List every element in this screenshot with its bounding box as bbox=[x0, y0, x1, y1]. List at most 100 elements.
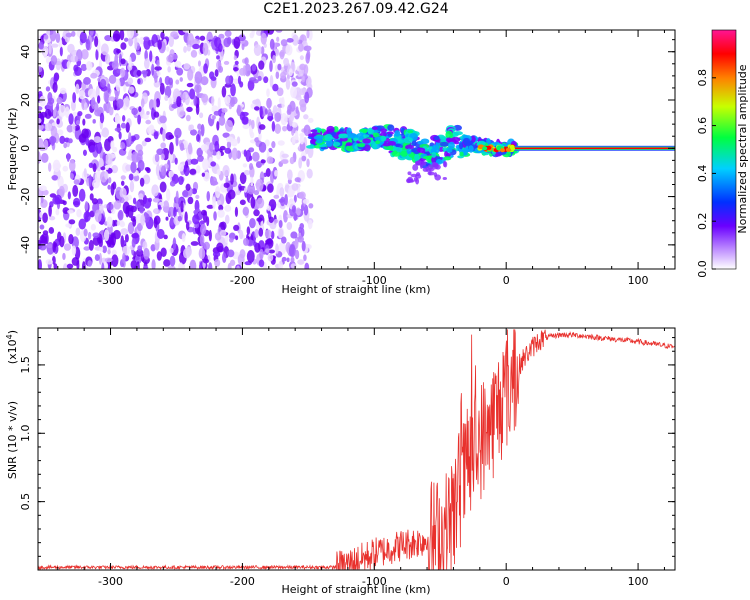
spectrogram-xtick-label: 0 bbox=[503, 274, 510, 287]
heatmap-cell bbox=[182, 248, 191, 259]
heatmap-cell bbox=[187, 33, 194, 47]
heatmap-cell bbox=[297, 259, 305, 265]
heatmap-cell bbox=[258, 60, 265, 70]
heatmap-cell bbox=[59, 87, 67, 95]
spectrogram-x-label: Height of straight line (km) bbox=[281, 283, 430, 296]
heatmap-cell bbox=[252, 151, 260, 162]
heatmap-cell bbox=[470, 135, 476, 143]
heatmap-cell bbox=[193, 209, 199, 215]
heatmap-cell bbox=[123, 37, 129, 42]
heatmap-cell bbox=[499, 148, 505, 153]
heatmap-cell bbox=[137, 114, 141, 125]
heatmap-cell bbox=[43, 139, 49, 151]
heatmap-cell bbox=[421, 161, 427, 166]
heatmap-cell bbox=[211, 95, 215, 107]
heatmap-cell bbox=[254, 228, 259, 239]
heatmap-cell bbox=[113, 200, 122, 210]
heatmap-cell bbox=[325, 139, 333, 147]
heatmap-cell bbox=[113, 229, 121, 240]
heatmap-cell bbox=[185, 114, 191, 122]
heatmap-cell bbox=[186, 44, 192, 52]
heatmap-cell bbox=[299, 135, 305, 145]
heatmap-cell bbox=[53, 73, 58, 85]
heatmap-cell bbox=[95, 49, 99, 61]
heatmap-cell bbox=[278, 228, 284, 239]
heatmap-cell bbox=[407, 130, 414, 134]
heatmap-cell bbox=[169, 216, 174, 226]
heatmap-cell bbox=[45, 259, 53, 265]
heatmap-cell bbox=[273, 194, 280, 199]
heatmap-cell bbox=[78, 218, 87, 230]
heatmap-cell bbox=[48, 42, 52, 55]
heatmap-cell bbox=[273, 218, 279, 224]
heatmap-cell bbox=[134, 254, 142, 265]
heatmap-cell bbox=[301, 155, 307, 162]
heatmap-cell bbox=[303, 204, 309, 216]
heatmap-cell bbox=[200, 144, 208, 152]
heatmap-cell bbox=[425, 166, 430, 172]
heatmap-cell bbox=[52, 255, 56, 265]
heatmap-cell bbox=[96, 95, 101, 104]
heatmap-cell bbox=[186, 106, 193, 113]
heatmap-cell bbox=[177, 163, 184, 172]
heatmap-cell bbox=[174, 157, 178, 165]
heatmap-cell bbox=[236, 265, 240, 269]
heatmap-cell bbox=[75, 227, 81, 236]
heatmap-cell bbox=[259, 248, 264, 260]
heatmap-cell bbox=[87, 260, 93, 267]
heatmap-cell bbox=[94, 36, 99, 48]
heatmap-cell bbox=[150, 244, 156, 252]
heatmap-cell bbox=[78, 90, 86, 100]
heatmap-cell bbox=[74, 66, 82, 76]
heatmap-cell bbox=[124, 196, 129, 203]
heatmap-cell bbox=[94, 209, 102, 223]
heatmap-cell bbox=[216, 242, 224, 253]
heatmap-cell bbox=[233, 224, 240, 231]
heatmap-cell bbox=[147, 197, 152, 203]
heatmap-cell bbox=[201, 93, 209, 103]
heatmap-cell bbox=[58, 185, 65, 198]
heatmap-cell bbox=[447, 141, 455, 150]
heatmap-cell bbox=[95, 140, 103, 154]
heatmap-cell bbox=[120, 228, 129, 236]
heatmap-cell bbox=[230, 97, 236, 108]
heatmap-cell bbox=[124, 233, 129, 243]
heatmap-cell bbox=[76, 208, 82, 218]
heatmap-cell bbox=[39, 224, 45, 230]
heatmap-cell bbox=[253, 209, 260, 217]
heatmap-cell bbox=[108, 176, 112, 184]
heatmap-cell bbox=[224, 83, 232, 88]
heatmap-cell bbox=[67, 191, 71, 200]
heatmap-cell bbox=[218, 204, 224, 211]
heatmap-cell bbox=[234, 206, 239, 218]
heatmap-cell bbox=[120, 122, 127, 129]
heatmap-cell bbox=[303, 124, 311, 137]
heatmap-cell bbox=[72, 184, 79, 197]
heatmap-cell bbox=[116, 220, 121, 226]
heatmap-cell bbox=[187, 196, 194, 205]
heatmap-cell bbox=[230, 138, 238, 147]
heatmap-cell bbox=[468, 145, 474, 153]
heatmap-cell bbox=[235, 235, 239, 241]
heatmap-cell bbox=[106, 203, 114, 211]
heatmap-cell bbox=[131, 238, 136, 248]
heatmap-cell bbox=[431, 151, 437, 158]
heatmap-cell bbox=[115, 90, 119, 101]
heatmap-cell bbox=[217, 97, 221, 110]
heatmap-cell bbox=[59, 235, 65, 248]
heatmap-cell bbox=[131, 151, 139, 163]
heatmap-cell bbox=[41, 45, 49, 57]
heatmap-cell bbox=[281, 153, 289, 159]
heatmap-cell bbox=[227, 262, 232, 269]
heatmap-cell bbox=[234, 60, 239, 66]
heatmap-cell bbox=[250, 196, 256, 209]
heatmap-cell bbox=[268, 249, 276, 254]
heatmap-cell bbox=[103, 103, 107, 112]
heatmap-cell bbox=[179, 77, 183, 82]
heatmap-cell bbox=[192, 43, 200, 50]
heatmap-cell bbox=[102, 245, 107, 254]
heatmap-cell bbox=[120, 235, 125, 248]
heatmap-cell bbox=[52, 241, 56, 253]
heatmap-cell bbox=[138, 106, 142, 113]
